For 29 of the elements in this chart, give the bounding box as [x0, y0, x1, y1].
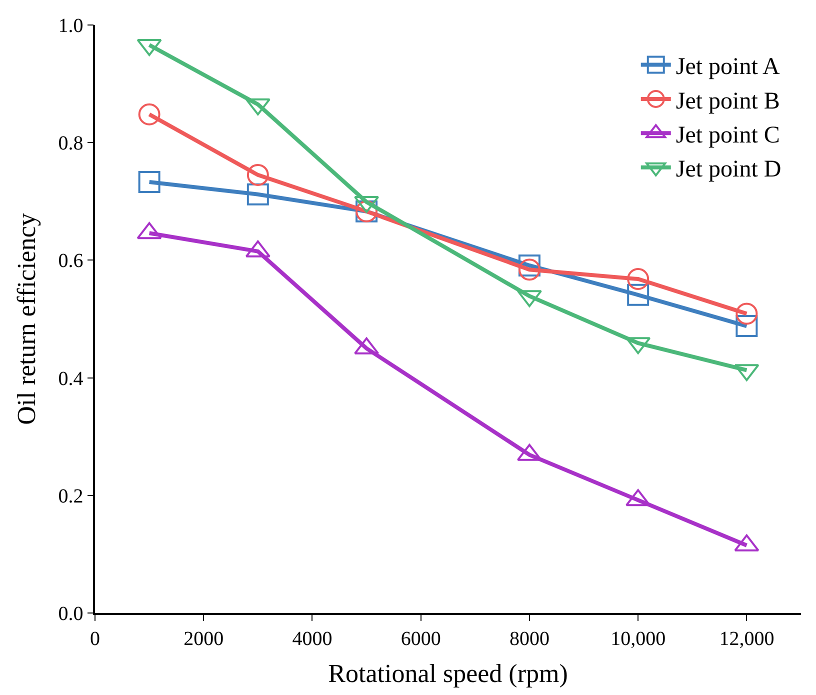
- y-tick-label: 0.6: [58, 250, 84, 272]
- point: [246, 183, 269, 206]
- x-axis-title: Rotational speed (rpm): [328, 658, 568, 688]
- point: [138, 171, 160, 193]
- legend-label: Jet point B: [676, 88, 780, 114]
- x-tick-label: 8000: [509, 628, 550, 650]
- point: [736, 315, 758, 338]
- legend-label: Jet point A: [676, 54, 781, 80]
- y-tick-label: 0.2: [58, 485, 84, 508]
- x-tick-label: 12,000: [719, 628, 774, 650]
- y-tick-label: 0.4: [58, 368, 84, 390]
- y-tick-label: 0.0: [58, 603, 84, 625]
- point: [246, 164, 269, 186]
- x-tick-label: 6000: [400, 628, 441, 650]
- point: [627, 284, 650, 306]
- point: [518, 254, 540, 276]
- x-tick-label: 10,000: [610, 628, 666, 650]
- y-tick-label: 1.0: [58, 15, 84, 37]
- point: [627, 268, 650, 290]
- point: [736, 302, 758, 325]
- y-axis-title: Oil return efficiency: [12, 213, 42, 425]
- point: [518, 258, 540, 281]
- x-tick-label: 4000: [292, 628, 332, 650]
- y-tick-label: 0.8: [58, 132, 84, 155]
- x-tick-label: 2000: [184, 628, 224, 650]
- point: [138, 103, 160, 126]
- x-tick-label: 0: [90, 628, 100, 650]
- legend-label: Jet point C: [676, 122, 780, 148]
- legend-label: Jet point D: [676, 156, 782, 183]
